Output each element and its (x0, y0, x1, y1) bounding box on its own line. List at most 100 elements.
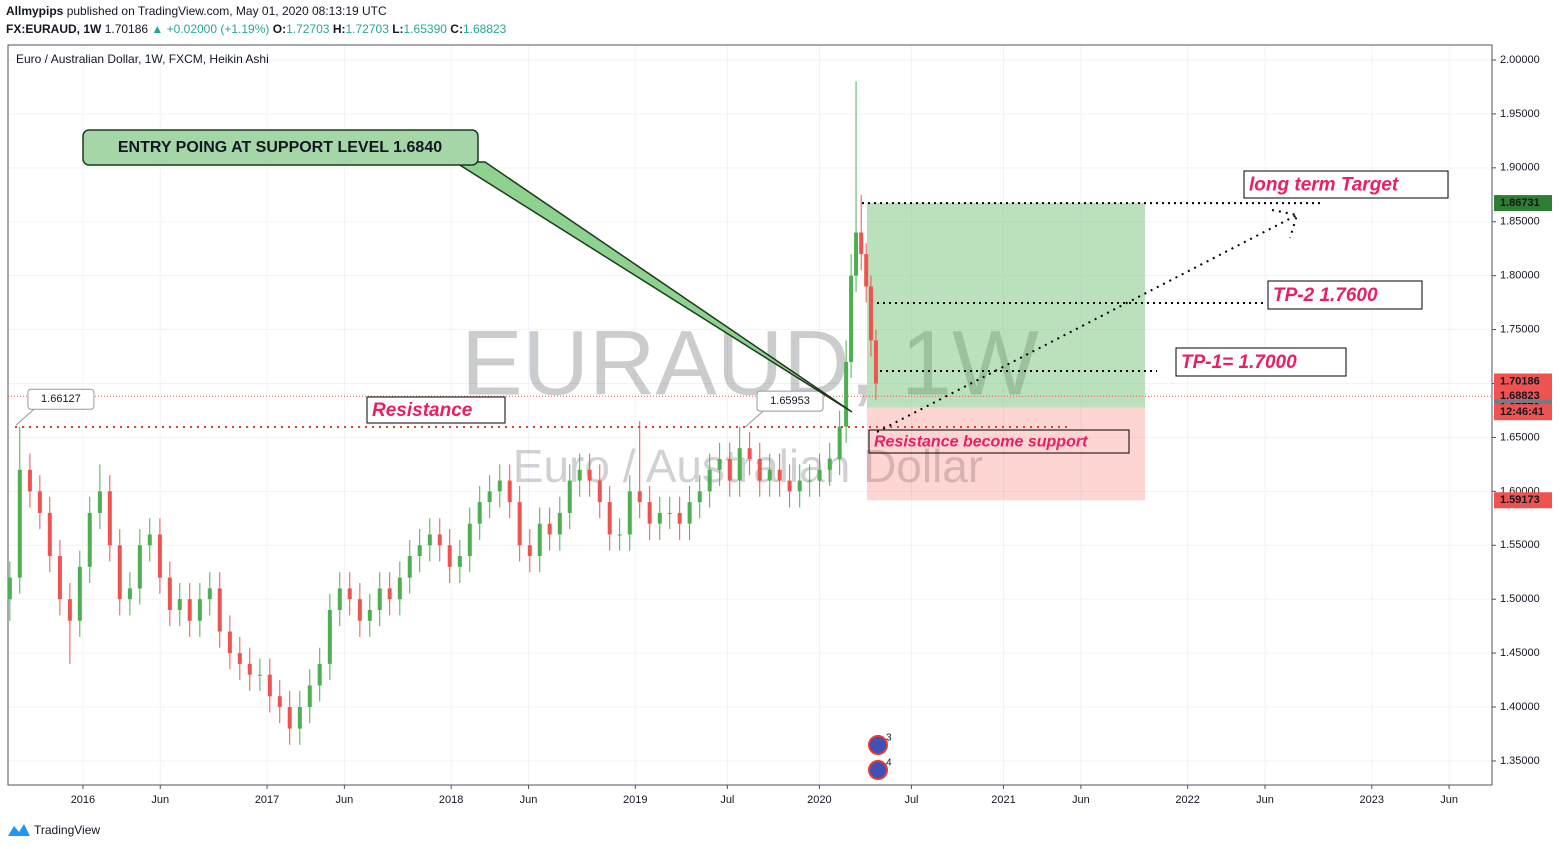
trend-arrow (876, 214, 1298, 433)
entry-box (82, 129, 479, 166)
entry-label: ENTRY POING AT SUPPORT LEVEL 1.6840 (118, 139, 442, 156)
x-tick-label: Jun (151, 794, 169, 806)
candle-body (347, 588, 352, 600)
candle-body (787, 480, 792, 492)
candle-body (557, 512, 562, 535)
candle-body (407, 556, 412, 578)
candle-body (873, 340, 878, 384)
candle-body (667, 512, 672, 514)
candle-body (647, 502, 652, 524)
candle-body (77, 566, 82, 621)
ohlc-value: 1.72703 (286, 22, 330, 36)
change: ▲ +0.02000 (+1.19%) (151, 22, 269, 36)
candle-body (307, 685, 312, 708)
callout-pointer (744, 410, 764, 428)
x-tick-label: 2021 (991, 794, 1015, 806)
price: 1.70186 (105, 22, 149, 36)
candle-body (447, 545, 452, 567)
price-marker-label: 1.86731 (1500, 197, 1540, 209)
candle-body (517, 502, 522, 546)
candle-body (497, 480, 502, 492)
candle-body (737, 448, 742, 481)
candle-body (17, 469, 22, 578)
candle-body (167, 577, 172, 610)
y-tick-label: 1.90000 (1500, 162, 1540, 174)
candle-body (27, 469, 32, 492)
candle-body (367, 609, 372, 621)
ohlc-label: O: (273, 22, 286, 36)
x-tick-label: Jun (1440, 794, 1458, 806)
candle-body (157, 534, 162, 578)
candle-body (727, 458, 732, 481)
candle-body (7, 577, 12, 600)
ohlc-label: H: (333, 22, 346, 36)
candle-body (637, 491, 642, 503)
candle-body (687, 502, 692, 524)
ohlc-label: L: (392, 22, 403, 36)
note-label: Resistance (372, 400, 473, 421)
candle-body (287, 707, 292, 729)
event-count: 3 (886, 733, 892, 744)
candle-body (577, 469, 582, 481)
candle-body (767, 469, 772, 481)
candle-body (327, 609, 332, 664)
candle-body (417, 545, 422, 557)
x-tick-label: 2020 (807, 794, 831, 806)
callout-label: 1.65953 (770, 395, 810, 407)
candle-body (207, 588, 212, 600)
callout-pointer (15, 408, 35, 426)
arrow-head (1271, 209, 1299, 239)
note-box (868, 429, 1130, 454)
price-marker (1494, 195, 1552, 212)
candle-body (107, 491, 112, 546)
candle-body (657, 512, 662, 524)
x-tick-label: 2018 (439, 794, 463, 806)
candle-body (507, 480, 512, 503)
note-label: Resistance become support (874, 434, 1088, 451)
x-tick-label: Jul (904, 794, 918, 806)
candle-body (57, 556, 62, 600)
candle-body (859, 232, 864, 255)
published: published on TradingView.com, May 01, 20… (67, 4, 387, 18)
y-tick-label: 1.85000 (1500, 216, 1540, 228)
candle-body (567, 480, 572, 513)
candle-body (827, 458, 832, 470)
candle-body (97, 491, 102, 513)
plot-frame (7, 44, 1493, 786)
y-tick-label: 1.75000 (1500, 323, 1540, 335)
candle-body (247, 663, 252, 675)
candle-body (537, 523, 542, 557)
candle-body (797, 480, 802, 492)
callout-box (756, 390, 824, 412)
candle-body (187, 599, 192, 621)
stop-zone (867, 407, 1145, 501)
event-icon[interactable] (868, 735, 888, 755)
candle-body (597, 480, 602, 503)
y-tick-label: 1.50000 (1500, 593, 1540, 605)
y-tick-label: 2.00000 (1500, 54, 1540, 66)
candle-body (337, 588, 342, 610)
y-tick-label: 1.95000 (1500, 108, 1540, 120)
x-tick-label: Jun (520, 794, 538, 806)
price-marker-label: 1.68823 (1500, 390, 1540, 402)
candle-body (297, 707, 302, 729)
candle-body (357, 599, 362, 621)
note-box (1243, 170, 1449, 199)
callout-label: 1.66127 (41, 393, 81, 405)
watermark: EURAUD, 1W (461, 312, 1039, 414)
x-tick-label: 2017 (255, 794, 279, 806)
x-tick-label: 2019 (623, 794, 647, 806)
note-label: TP-1= 1.7000 (1181, 352, 1297, 373)
candle-body (427, 534, 432, 546)
chart-title: Euro / Australian Dollar, 1W, FXCM, Heik… (16, 52, 269, 66)
candle-body (854, 232, 859, 276)
footer-logo (8, 824, 30, 836)
candle-body (837, 426, 842, 459)
candle-body (868, 286, 873, 341)
candle-body (37, 491, 42, 513)
note-box (366, 396, 506, 424)
event-icon[interactable] (868, 760, 888, 780)
author: Allmypips (6, 4, 64, 18)
candle-body (864, 254, 869, 287)
